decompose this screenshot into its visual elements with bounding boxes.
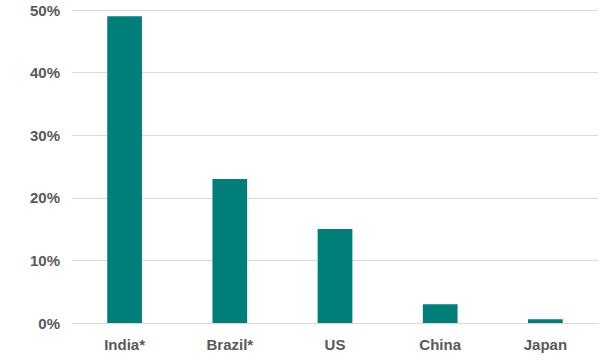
svg-text:China: China: [419, 336, 461, 353]
svg-text:0%: 0%: [38, 315, 60, 332]
svg-text:20%: 20%: [30, 189, 60, 206]
svg-text:Brazil*: Brazil*: [206, 336, 253, 353]
svg-text:50%: 50%: [30, 2, 60, 19]
svg-text:30%: 30%: [30, 127, 60, 144]
svg-text:India*: India*: [104, 336, 145, 353]
svg-text:Japan: Japan: [524, 336, 567, 353]
svg-text:40%: 40%: [30, 64, 60, 81]
svg-text:US: US: [325, 336, 346, 353]
svg-text:10%: 10%: [30, 252, 60, 269]
